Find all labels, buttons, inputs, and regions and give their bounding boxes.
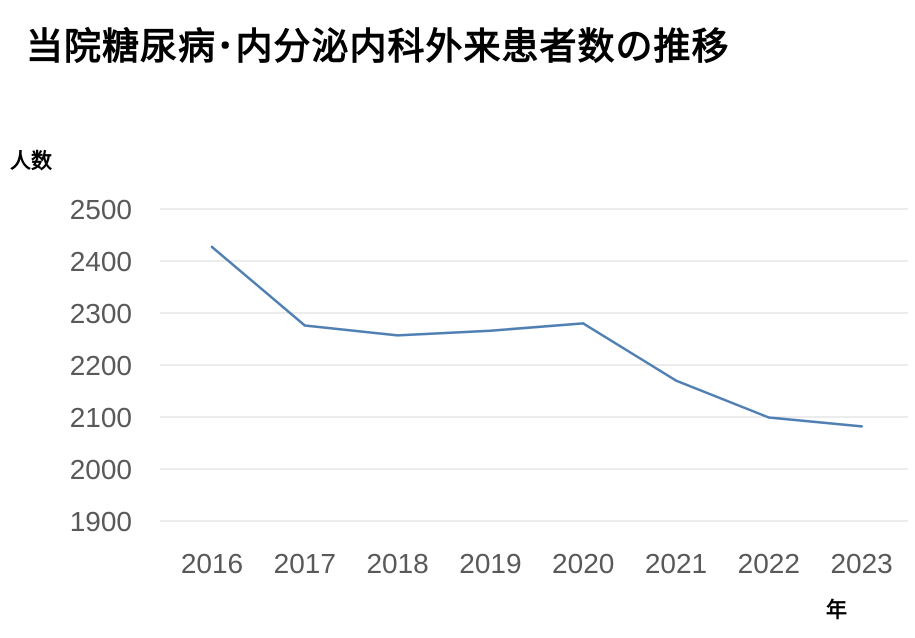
- y-tick-label: 2100: [70, 402, 132, 433]
- y-tick-label: 2000: [70, 454, 132, 485]
- y-tick-label: 1900: [70, 506, 132, 537]
- x-tick-label: 2020: [552, 548, 614, 579]
- x-tick-label: 2017: [274, 548, 336, 579]
- y-tick-label: 2500: [70, 194, 132, 225]
- x-tick-labels: 2016 2017 2018 2019 2020 2021 2022 2023: [181, 548, 893, 579]
- data-point-2017: [303, 324, 306, 327]
- data-point-2018: [396, 334, 399, 337]
- y-tick-labels: 1900 2000 2100 2200 2300 2400 2500: [70, 194, 132, 537]
- x-tick-label: 2021: [645, 548, 707, 579]
- data-point-2021: [674, 379, 678, 382]
- y-tick-label: 2400: [70, 246, 132, 277]
- x-tick-label: 2022: [738, 548, 800, 579]
- series-layer: [210, 245, 863, 428]
- x-tick-label: 2018: [366, 548, 428, 579]
- data-point-2022: [767, 416, 770, 419]
- y-tick-label: 2300: [70, 298, 132, 329]
- data-point-2020: [582, 322, 585, 325]
- gridlines: [160, 208, 908, 522]
- y-axis-label: 人数: [10, 149, 52, 173]
- data-point-2016: [210, 245, 214, 249]
- data-point-2023: [860, 425, 863, 428]
- data-point-2019: [489, 329, 492, 332]
- x-axis-label: 年: [826, 598, 847, 622]
- x-tick-label: 2019: [459, 548, 521, 579]
- series-line-0: [210, 245, 863, 428]
- x-tick-label: 2016: [181, 548, 243, 579]
- x-tick-label: 2023: [830, 548, 892, 579]
- y-tick-label: 2200: [70, 350, 132, 381]
- chart-title: 当院糖尿病･内分泌内科外来患者数の推移: [26, 25, 730, 68]
